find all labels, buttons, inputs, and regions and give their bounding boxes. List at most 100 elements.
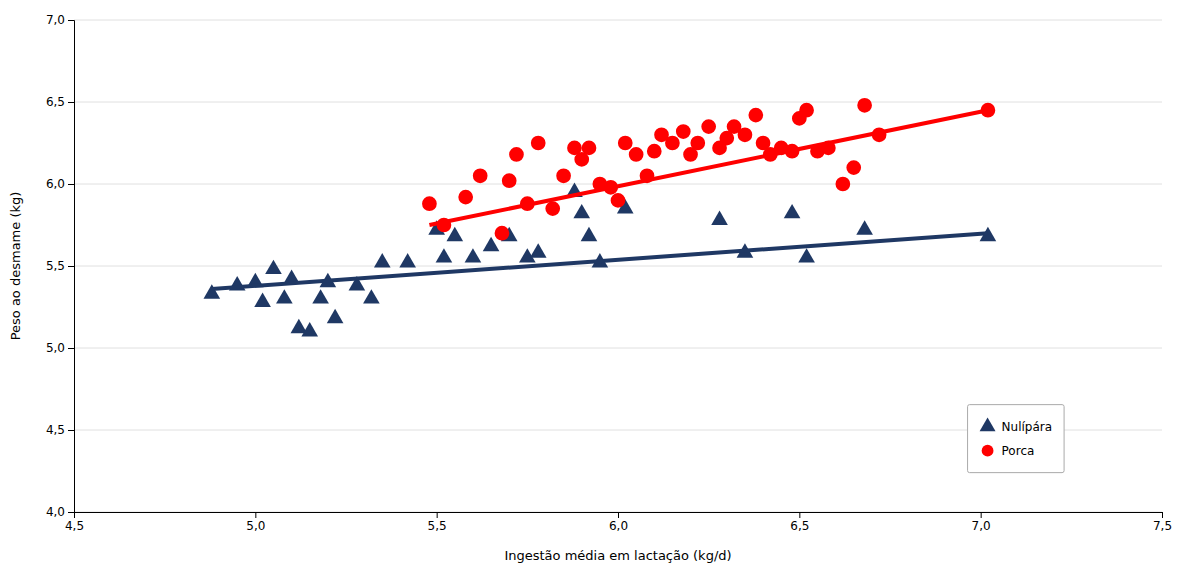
x-tick-mark: [1162, 512, 1163, 518]
point: [748, 108, 763, 123]
y-tick-mark: [68, 184, 74, 185]
point: [611, 193, 626, 208]
x-tick-label: 6,5: [790, 519, 809, 533]
y-axis: 4,0 4,5 5,0 5,5 6,0 6,5 7,0: [46, 13, 75, 519]
point: [265, 260, 282, 274]
point: [798, 248, 815, 262]
y-tick-label: 6,5: [46, 95, 65, 109]
x-tick: 6,0: [609, 512, 628, 533]
point: [203, 284, 220, 298]
point: [618, 136, 633, 151]
y-tick-mark: [68, 102, 74, 103]
y-tick-label: 5,0: [46, 341, 65, 355]
y-tick-mark: [68, 348, 74, 349]
x-tick-label: 5,5: [428, 519, 447, 533]
x-tick-label: 4,5: [65, 519, 84, 533]
point: [857, 98, 872, 113]
point: [531, 136, 546, 151]
y-axis-label: Peso ao desmame (kg): [8, 192, 23, 341]
point: [738, 127, 753, 142]
plot-area: 4,55,05,56,06,57,07,54,04,55,05,56,06,57…: [46, 13, 1172, 532]
x-axis: 4,5 5,0 5,5 6,0 6,5 7,0 7,5: [65, 512, 1172, 533]
point: [301, 322, 318, 336]
point: [254, 292, 271, 306]
x-tick-label: 6,0: [609, 519, 628, 533]
y-tick-mark: [68, 512, 74, 513]
y-tick-mark: [68, 20, 74, 21]
x-tick-label: 5,0: [246, 519, 265, 533]
y-tick-label: 6,0: [46, 177, 65, 191]
point: [846, 160, 861, 175]
y-axis-line: [68, 21, 75, 513]
point: [327, 309, 344, 323]
y-tick: 4,0: [46, 505, 74, 519]
y-tick: 5,0: [46, 341, 74, 355]
point-series: [422, 98, 995, 241]
x-tick-mark: [437, 512, 438, 518]
x-tick-mark: [799, 512, 800, 518]
point: [530, 243, 547, 257]
trend-line: [429, 110, 988, 225]
y-grid-line: [74, 348, 1162, 349]
x-tick: 7,5: [1153, 512, 1172, 533]
point: [690, 136, 705, 151]
point: [856, 220, 873, 234]
point: [573, 204, 590, 218]
point: [399, 253, 416, 267]
y-tick-label: 4,5: [46, 423, 65, 437]
y-grid-line: [74, 20, 1162, 21]
point: [545, 201, 560, 216]
point: [422, 196, 437, 211]
legend-symbol: [980, 417, 996, 431]
y-tick: 5,5: [46, 259, 74, 273]
point: [799, 103, 814, 118]
chart: 4,55,05,56,06,57,07,54,04,55,05,56,06,57…: [0, 0, 1192, 574]
point: [509, 147, 524, 162]
point: [276, 289, 293, 303]
y-tick-label: 7,0: [46, 13, 65, 27]
point: [581, 227, 598, 241]
y-tick: 7,0: [46, 13, 74, 27]
x-tick-label: 7,5: [1153, 519, 1172, 533]
y-tick-label: 4,0: [46, 505, 65, 519]
point: [556, 168, 571, 183]
y-tick-mark: [68, 430, 74, 431]
x-tick-label: 7,0: [972, 519, 991, 533]
point: [502, 173, 517, 188]
x-tick-mark: [618, 512, 619, 518]
x-axis-label: Ingestão média em lactação (kg/d): [504, 548, 731, 563]
point: [473, 168, 488, 183]
point: [665, 136, 680, 151]
trend-line: [212, 233, 988, 289]
point: [436, 248, 453, 262]
point-series: [203, 183, 996, 337]
point: [711, 210, 728, 224]
grid: [74, 20, 1162, 512]
x-axis-line: [75, 513, 1163, 519]
point: [374, 253, 391, 267]
point: [629, 147, 644, 162]
point: [363, 289, 380, 303]
y-tick: 4,5: [46, 423, 74, 437]
legend-symbol: [982, 445, 994, 457]
x-tick: 5,5: [428, 512, 447, 533]
y-grid-line: [74, 266, 1162, 267]
point: [465, 248, 482, 262]
y-grid-line: [74, 102, 1162, 103]
x-tick: 4,5: [65, 512, 84, 533]
legend-label: Porca: [1002, 444, 1035, 458]
legend-label: Nulípára: [1002, 420, 1053, 434]
point: [835, 177, 850, 192]
x-tick: 5,0: [246, 512, 265, 533]
x-tick: 7,0: [972, 512, 991, 533]
point: [701, 119, 716, 134]
marks: [203, 98, 996, 336]
y-tick-mark: [68, 266, 74, 267]
x-tick: 6,5: [790, 512, 809, 533]
point: [483, 237, 500, 251]
point: [582, 141, 597, 156]
point: [458, 190, 473, 205]
point: [495, 226, 510, 241]
legend: Nulípára Porca: [968, 405, 1065, 473]
y-tick: 6,5: [46, 95, 74, 109]
